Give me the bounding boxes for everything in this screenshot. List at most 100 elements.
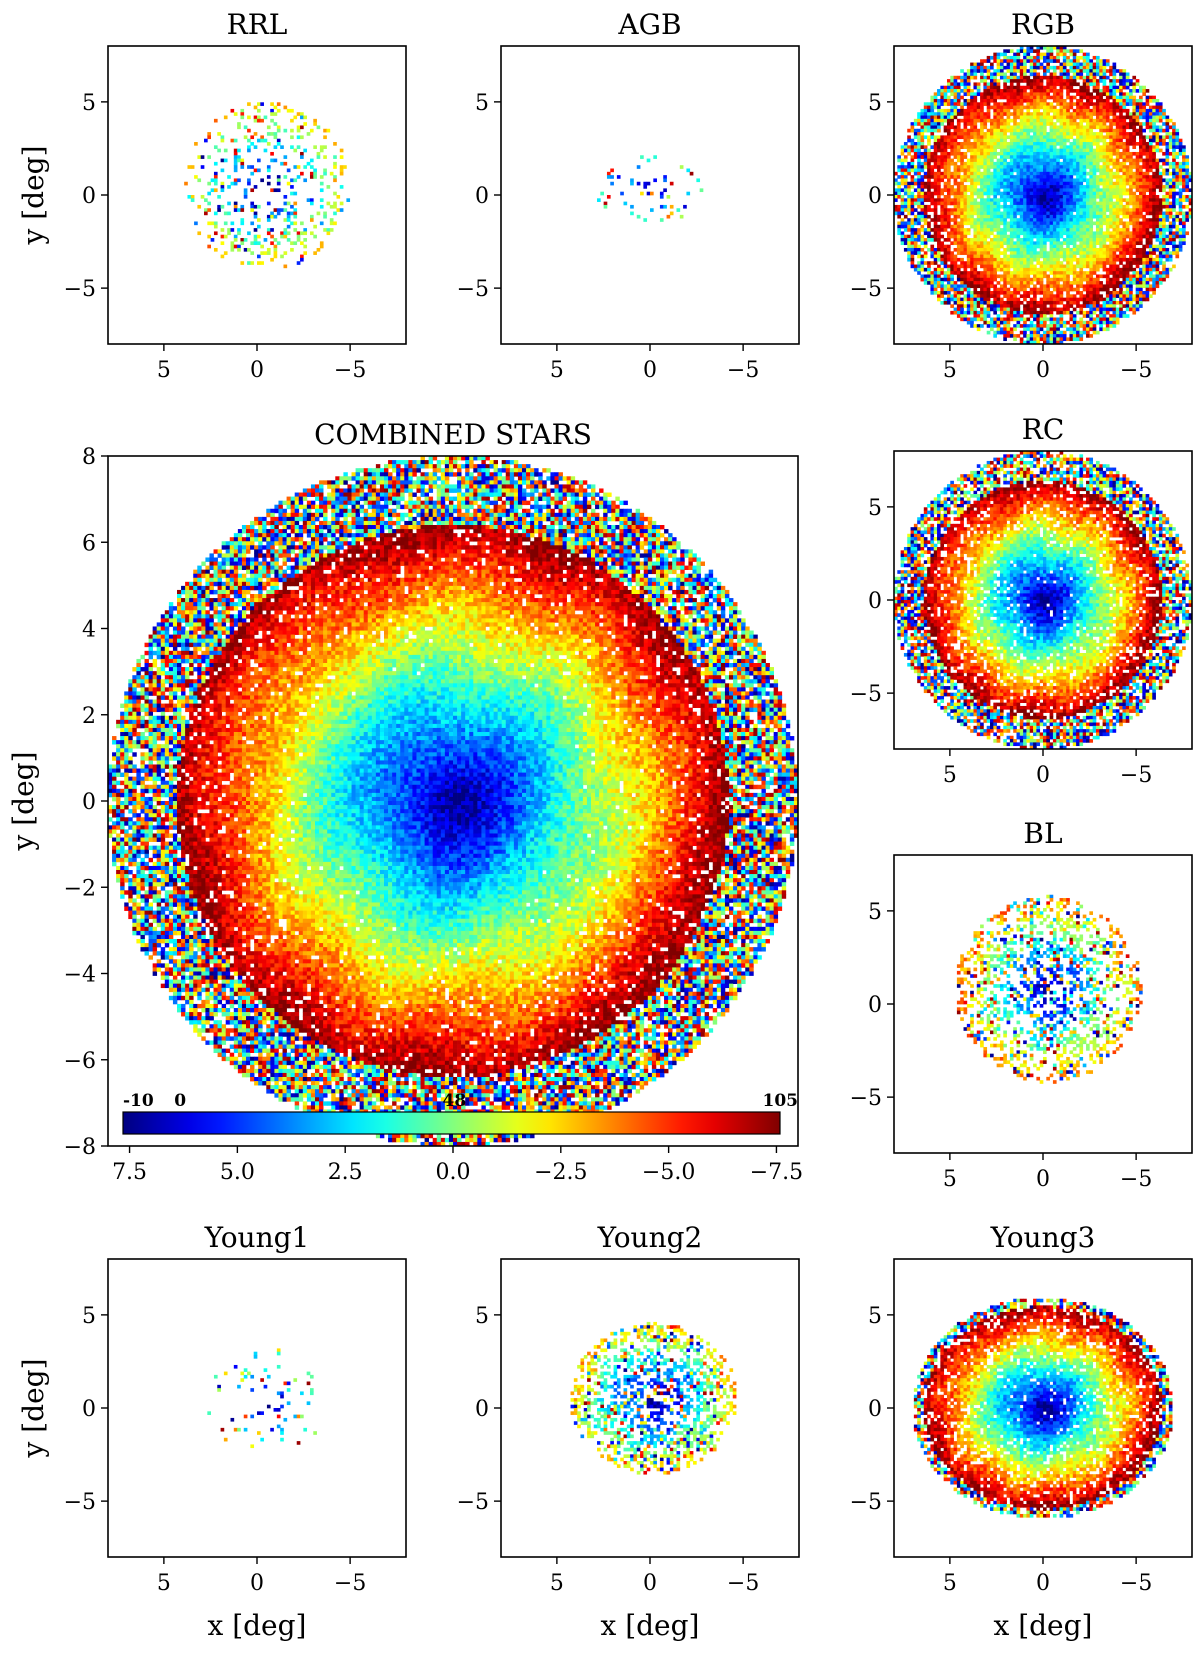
heatmap-cell [963, 92, 968, 97]
heatmap-cell [1099, 261, 1103, 265]
heatmap-cell [953, 271, 958, 275]
heatmap-cell [1105, 277, 1110, 282]
heatmap-cell [1109, 108, 1113, 113]
heatmap-cell [1056, 75, 1060, 80]
heatmap-cell [1049, 142, 1054, 146]
heatmap-cell [1086, 261, 1090, 265]
heatmap-cell [1043, 161, 1047, 166]
heatmap-cell [940, 208, 945, 212]
heatmap-cell [946, 188, 951, 193]
heatmap-cell [956, 108, 961, 113]
heatmap-cell [1099, 72, 1103, 77]
heatmap-cell [894, 211, 898, 216]
heatmap-cell [1105, 274, 1110, 279]
heatmap-cell [950, 198, 954, 202]
heatmap-cell [1086, 330, 1090, 335]
heatmap-cell [1052, 300, 1057, 305]
heatmap-cell [220, 138, 225, 143]
heatmap-cell [976, 201, 981, 206]
heatmap-cell [1069, 135, 1074, 140]
heatmap-cell [1105, 59, 1110, 63]
heatmap-cell [1006, 125, 1011, 130]
heatmap-cell [1023, 72, 1027, 77]
heatmap-cell [1115, 142, 1120, 146]
heatmap-cell [953, 132, 958, 136]
heatmap-cell [1112, 320, 1117, 325]
heatmap-cell [940, 257, 945, 262]
heatmap-cell [1062, 62, 1067, 67]
heatmap-cell [1092, 171, 1097, 176]
heatmap-cell [1092, 151, 1097, 156]
heatmap-cell [204, 211, 208, 216]
heatmap-cell [983, 294, 988, 298]
heatmap-cell [1102, 135, 1107, 140]
heatmap-cell [1013, 165, 1017, 169]
heatmap-cell [669, 211, 674, 216]
heatmap-cell [1095, 297, 1100, 302]
heatmap-cell [1095, 181, 1100, 186]
heatmap-cell [1069, 261, 1074, 265]
heatmap-cell [1039, 82, 1044, 87]
heatmap-cell [1039, 112, 1044, 116]
heatmap-cell [1066, 241, 1070, 246]
heatmap-cell [953, 161, 958, 166]
heatmap-cell [963, 191, 968, 196]
heatmap-cell [927, 158, 931, 163]
heatmap-cell [1036, 102, 1041, 106]
heatmap-cell [980, 118, 984, 123]
heatmap-cell [1003, 191, 1007, 196]
heatmap-cell [1095, 155, 1100, 159]
heatmap-cell [1043, 122, 1047, 126]
heatmap-cell [1089, 75, 1094, 80]
heatmap-cell [1092, 195, 1097, 199]
heatmap-cell [1072, 274, 1077, 279]
heatmap-cell [990, 191, 994, 196]
heatmap-cell [927, 118, 931, 123]
heatmap-cell [1095, 142, 1100, 146]
heatmap-cell [1105, 69, 1110, 73]
heatmap-cell [1013, 105, 1017, 110]
heatmap-cell [1023, 251, 1027, 255]
heatmap-cell [913, 234, 918, 239]
heatmap-cell [1036, 52, 1041, 57]
heatmap-cell [1052, 178, 1057, 183]
heatmap-cell [903, 168, 908, 173]
heatmap-cell [910, 165, 915, 169]
heatmap-cell [1016, 89, 1021, 93]
heatmap-cell [1016, 195, 1021, 199]
heatmap-cell [1082, 238, 1087, 242]
heatmap-cell [970, 294, 974, 298]
heatmap-cell [913, 165, 918, 169]
heatmap-cell [1095, 175, 1100, 179]
heatmap-cell [999, 89, 1004, 93]
heatmap-cell [1062, 241, 1067, 246]
heatmap-cell [927, 175, 931, 179]
heatmap-cell [923, 148, 928, 153]
heatmap-cell [1023, 175, 1027, 179]
heatmap-cell [940, 98, 945, 103]
heatmap-cell [1026, 155, 1031, 159]
heatmap-cell [963, 317, 968, 322]
heatmap-cell [1086, 178, 1090, 183]
heatmap-cell [233, 168, 238, 173]
heatmap-cell [1019, 85, 1024, 90]
heatmap-cell [983, 274, 988, 279]
heatmap-cell [973, 188, 978, 193]
heatmap-cell [676, 208, 681, 212]
heatmap-cell [1003, 201, 1007, 206]
heatmap-cell [1046, 211, 1050, 216]
heatmap-cell [990, 161, 994, 166]
heatmap-cell [603, 201, 608, 206]
heatmap-cell [1082, 102, 1087, 106]
heatmap-cell [1019, 228, 1024, 232]
heatmap-cell [1013, 195, 1017, 199]
heatmap-cell [253, 132, 258, 136]
heatmap-cell [993, 105, 997, 110]
heatmap-cell [897, 191, 901, 196]
heatmap-cell [999, 168, 1004, 173]
heatmap-cell [983, 201, 988, 206]
heatmap-cell [1056, 181, 1060, 186]
heatmap-cell [1092, 271, 1097, 275]
heatmap-cell [1109, 261, 1113, 265]
heatmap-cell [953, 128, 958, 133]
